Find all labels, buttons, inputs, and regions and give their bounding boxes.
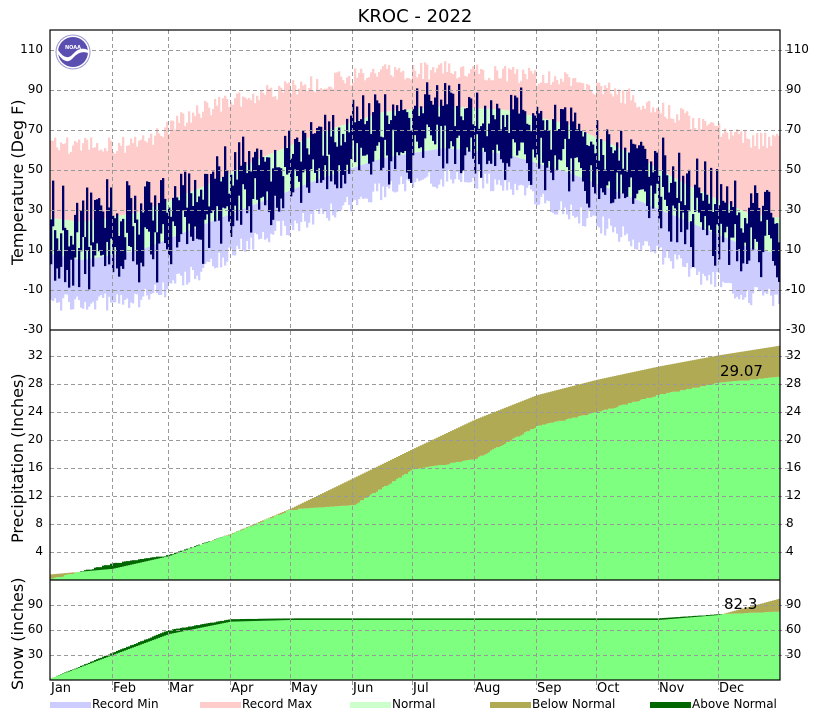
legend-above-normal: Above Normal (650, 697, 777, 711)
precipitation-plot (50, 345, 781, 580)
temperature-tick-l: 110 (20, 42, 43, 56)
temperature-tick-l: 10 (27, 242, 43, 256)
month-label-nov: Nov (659, 681, 685, 696)
plot-frame (49, 29, 781, 681)
temperature-tick-r: 110 (786, 42, 809, 56)
precipitation-tick-l: 20 (27, 432, 43, 446)
legend-below-normal: Below Normal (490, 697, 615, 711)
month-label-dec: Dec (719, 681, 745, 696)
legend-record-max: Record Max (200, 697, 312, 711)
temperature-tick-l: -10 (23, 282, 43, 296)
month-label-aug: Aug (475, 681, 501, 696)
precipitation-tick-r: 8 (786, 516, 794, 530)
temperature-tick-l: -30 (23, 322, 43, 336)
temperature-tick-l: 30 (27, 202, 43, 216)
precipitation-tick-l: 16 (27, 460, 43, 474)
temperature-tick-l: 70 (27, 122, 43, 136)
snow-tick-r: 30 (786, 647, 802, 661)
snow-tick-l: 30 (27, 647, 43, 661)
legend-swatch (490, 701, 531, 708)
snow-tick-r: 60 (786, 622, 802, 636)
month-label-apr: Apr (231, 681, 254, 696)
legend: Record Min Record Max Normal Below Norma… (0, 697, 830, 717)
precipitation-tick-r: 20 (786, 432, 802, 446)
precipitation-tick-r: 28 (786, 376, 802, 390)
svg-text:NOAA: NOAA (65, 45, 81, 51)
month-label-jul: Jul (413, 681, 429, 696)
snow-total: 82.3 (724, 595, 758, 613)
snow-tick-l: 60 (27, 622, 43, 636)
temperature-tick-r: -10 (786, 282, 806, 296)
temperature-plot (50, 61, 781, 311)
chart-title: KROC - 2022 (357, 6, 473, 27)
legend-normal: Normal (350, 697, 435, 711)
temperature-tick-l: 90 (27, 82, 43, 96)
month-label-feb: Feb (113, 681, 137, 696)
month-label-jun: Jun (353, 681, 374, 696)
precipitation-axis-label: Precipitation (Inches) (8, 373, 27, 543)
precipitation-tick-l: 8 (35, 516, 43, 530)
temperature-tick-l: 50 (27, 162, 43, 176)
snow-tick-l: 90 (27, 597, 43, 611)
legend-swatch (200, 701, 241, 708)
precipitation-total: 29.07 (720, 362, 763, 380)
snow-axis-label: Snow (inches) (8, 577, 27, 690)
snow-plot (50, 598, 781, 680)
precipitation-tick-r: 4 (786, 544, 794, 558)
precipitation-tick-l: 24 (27, 404, 43, 418)
precipitation-tick-r: 24 (786, 404, 802, 418)
precipitation-tick-l: 32 (27, 348, 43, 362)
legend-swatch (650, 701, 691, 708)
precipitation-tick-r: 16 (786, 460, 802, 474)
temperature-tick-r: 10 (786, 242, 802, 256)
temperature-tick-r: 70 (786, 122, 802, 136)
snow-tick-r: 90 (786, 597, 802, 611)
temperature-tick-r: 90 (786, 82, 802, 96)
month-label-may: May (291, 681, 318, 696)
precipitation-tick-l: 4 (35, 544, 43, 558)
temperature-tick-r: 30 (786, 202, 802, 216)
noaa-logo-icon: NOAA (55, 34, 91, 70)
temperature-tick-r: -30 (786, 322, 806, 336)
precipitation-tick-r: 32 (786, 348, 802, 362)
month-label-oct: Oct (597, 681, 620, 696)
grid-lines (50, 30, 790, 690)
temperature-tick-r: 50 (786, 162, 802, 176)
precipitation-tick-l: 28 (27, 376, 43, 390)
legend-swatch (50, 701, 91, 708)
legend-record-min: Record Min (50, 697, 159, 711)
precipitation-tick-l: 12 (27, 488, 43, 502)
temperature-axis-label: Temperature (Deg F) (8, 99, 27, 265)
month-label-mar: Mar (169, 681, 194, 696)
month-label-jan: Jan (51, 681, 72, 696)
month-label-sep: Sep (537, 681, 562, 696)
legend-swatch (350, 701, 391, 708)
precipitation-tick-r: 12 (786, 488, 802, 502)
